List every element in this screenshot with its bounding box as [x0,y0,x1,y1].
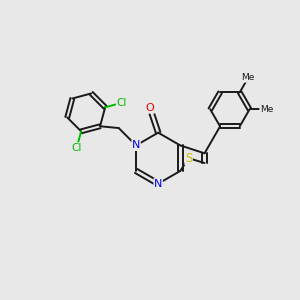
Text: Cl: Cl [71,143,82,153]
Text: Me: Me [260,105,273,114]
Text: Me: Me [242,73,255,82]
Text: N: N [154,179,162,189]
Text: S: S [185,152,192,165]
Text: N: N [132,140,140,150]
Text: O: O [146,103,154,113]
Text: Cl: Cl [116,98,127,108]
